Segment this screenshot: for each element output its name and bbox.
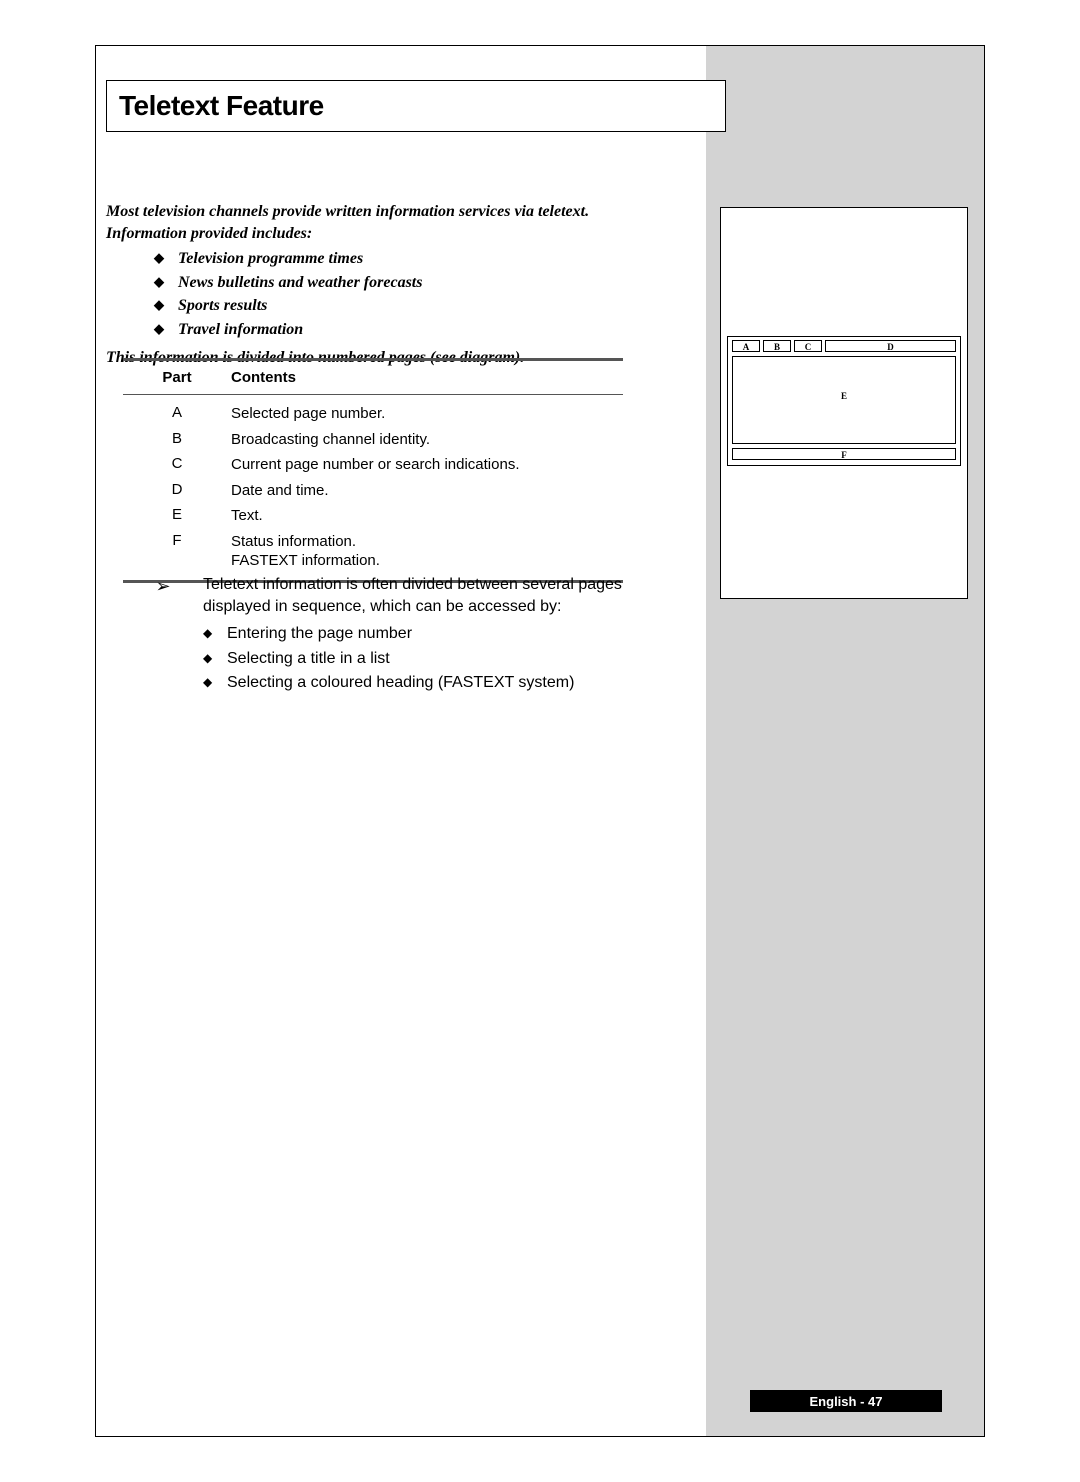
diagram-box-f: F (732, 448, 956, 460)
intro-item: Sports results (106, 295, 646, 317)
table-header: Part Contents (123, 361, 623, 395)
diagram-mid-area: E (732, 356, 956, 444)
diagram-label-e: E (733, 391, 955, 401)
table-body: A Selected page number. B Broadcasting c… (123, 395, 623, 583)
intro-item: Travel information (106, 319, 646, 341)
table-header-part: Part (123, 369, 231, 386)
diagram-box-d: D (825, 340, 956, 352)
note-sub-item: Entering the page number (203, 623, 628, 645)
diagram-screen: A B C D E F (727, 336, 961, 466)
note-text: Teletext information is often divided be… (203, 576, 622, 615)
table-row: E Text. (123, 503, 623, 529)
table-row: F Status information. FASTEXT informatio… (123, 529, 623, 574)
note-body: Teletext information is often divided be… (203, 574, 628, 697)
intro-item: Television programme times (106, 248, 646, 270)
parts-table: Part Contents A Selected page number. B … (123, 358, 623, 583)
intro-block: Most television channels provide written… (106, 201, 646, 368)
table-row: D Date and time. (123, 478, 623, 504)
page-title: Teletext Feature (119, 90, 324, 122)
table-row: A Selected page number. (123, 401, 623, 427)
page-frame: Teletext Feature Most television channel… (95, 45, 985, 1437)
footer-page-badge: English - 47 (750, 1390, 942, 1412)
note-arrow-icon: ➢ (123, 574, 203, 697)
title-bar: Teletext Feature (106, 80, 726, 132)
intro-list: Television programme times News bulletin… (106, 248, 646, 340)
table-header-contents: Contents (231, 369, 623, 386)
note-block: ➢ Teletext information is often divided … (123, 574, 628, 697)
table-row: C Current page number or search indicati… (123, 452, 623, 478)
note-sub-item: Selecting a title in a list (203, 648, 628, 670)
teletext-diagram: A B C D E F (720, 207, 968, 599)
diagram-box-c: C (794, 340, 822, 352)
footer-text: English - 47 (810, 1394, 883, 1409)
diagram-box-b: B (763, 340, 791, 352)
intro-para-1: Most television channels provide written… (106, 201, 646, 244)
table-row: B Broadcasting channel identity. (123, 427, 623, 453)
diagram-box-a: A (732, 340, 760, 352)
intro-item: News bulletins and weather forecasts (106, 272, 646, 294)
diagram-top-row: A B C D (732, 340, 956, 352)
note-sub-item: Selecting a coloured heading (FASTEXT sy… (203, 672, 628, 694)
note-sub-list: Entering the page number Selecting a tit… (203, 623, 628, 694)
